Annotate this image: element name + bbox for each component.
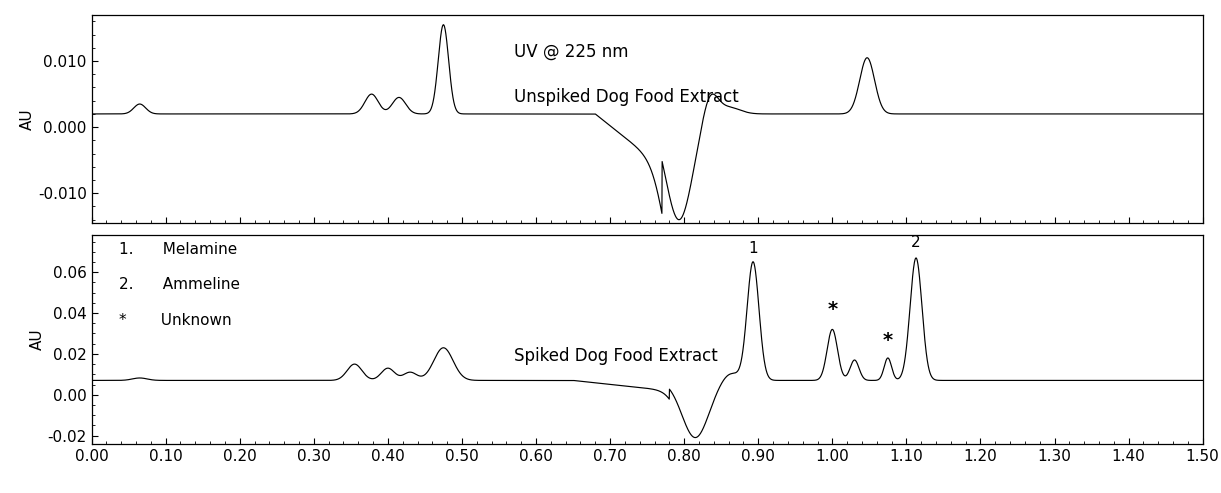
Text: 1.      Melamine: 1. Melamine — [120, 242, 238, 257]
Text: *: * — [883, 331, 893, 350]
Text: Unspiked Dog Food Extract: Unspiked Dog Food Extract — [514, 88, 739, 106]
Text: 2: 2 — [911, 235, 921, 250]
Y-axis label: AU: AU — [20, 108, 35, 130]
Text: UV @ 225 nm: UV @ 225 nm — [514, 42, 629, 61]
Text: *: * — [828, 300, 838, 319]
Text: 2.      Ammeline: 2. Ammeline — [120, 277, 241, 292]
Text: *       Unknown: * Unknown — [120, 313, 232, 327]
Y-axis label: AU: AU — [29, 329, 45, 351]
Text: 1: 1 — [748, 241, 758, 256]
Text: Spiked Dog Food Extract: Spiked Dog Food Extract — [514, 347, 718, 365]
